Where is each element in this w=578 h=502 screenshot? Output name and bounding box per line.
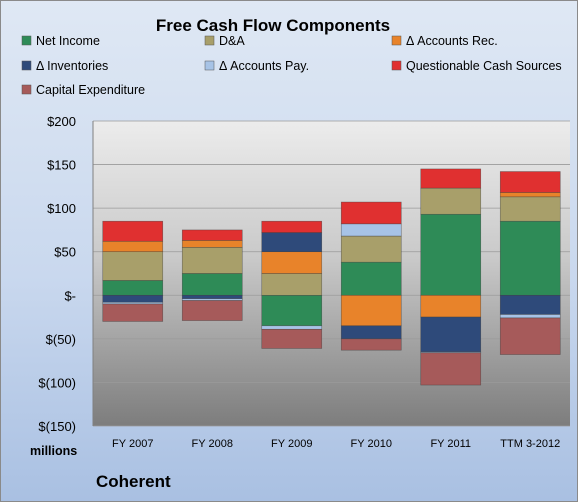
bar-inventories-fy-2007 [102,294,164,303]
bar-accounts-rec-fy-2011 [420,294,482,318]
legend-item-accounts-pay: Δ Accounts Pay. [204,59,309,73]
x-axis-labels: FY 2007 FY 2008 FY 2009 FY 2010 FY 2011 TTM 3… [112,438,560,450]
legend-item-d-a: D&A [204,34,245,48]
bar-accounts-rec-fy-2007 [102,240,164,253]
legend-item-questionable-cash-sources: Questionable Cash Sources [391,59,562,73]
y-tick-label: $- [64,288,76,303]
bar-accounts-pay-fy-2009 [261,325,323,330]
bar-net-income-fy-2007 [102,280,164,296]
bar-capital-expenditure-fy-2007 [102,303,164,322]
bar-questionable-cash-sources-fy-2011 [420,168,482,189]
legend-swatch [21,84,32,95]
company-name: Coherent [96,472,171,491]
legend-label: Capital Expenditure [36,83,145,97]
y-tick-label: $(150) [38,419,76,434]
bar-net-income-fy-2008 [181,273,243,296]
legend-label: Δ Inventories [36,59,108,73]
y-tick-label: $200 [47,114,76,129]
x-tick-label: FY 2011 [430,438,471,450]
bar-d-a-fy-2010 [340,235,402,263]
bar-accounts-rec-fy-2009 [261,251,323,274]
y-tick-label: $150 [47,158,76,173]
y-tick-label: $(100) [38,375,76,390]
y-axis-ticks: $200 $150 $100 $50 $- $(50) $(100) $(150) [38,114,76,434]
legend-label: D&A [219,34,245,48]
legend-swatch [391,60,402,71]
bar-accounts-pay-ttm-3-2012 [499,314,561,319]
legend: Net Income D&A Δ Accounts Rec. Δ Inventorie… [21,34,562,97]
chart-title: Free Cash Flow Components [156,16,390,35]
bar-d-a-fy-2011 [420,187,482,215]
bar-questionable-cash-sources-ttm-3-2012 [499,171,561,193]
x-tick-label: FY 2009 [271,438,312,450]
bar-inventories-fy-2011 [420,316,482,353]
bar-d-a-fy-2009 [261,273,323,296]
bar-questionable-cash-sources-fy-2010 [340,201,402,225]
bar-d-a-fy-2007 [102,251,164,281]
bar-questionable-cash-sources-fy-2007 [102,220,164,242]
legend-item-inventories: Δ Inventories [21,59,108,73]
legend-label: Δ Accounts Pay. [219,59,309,73]
bar-capital-expenditure-ttm-3-2012 [499,317,561,355]
legend-label: Questionable Cash Sources [406,59,562,73]
bar-accounts-rec-ttm-3-2012 [499,192,561,198]
bars [102,168,561,386]
bar-capital-expenditure-fy-2009 [261,328,323,349]
bar-capital-expenditure-fy-2011 [420,352,482,386]
legend-swatch [21,60,32,71]
legend-swatch [391,35,402,46]
bar-capital-expenditure-fy-2010 [340,338,402,351]
bar-accounts-pay-fy-2010 [340,223,402,237]
bar-d-a-ttm-3-2012 [499,196,561,222]
y-tick-label: $100 [47,201,76,216]
bar-inventories-fy-2010 [340,325,402,340]
legend-item-accounts-rec: Δ Accounts Rec. [391,34,498,48]
y-tick-label: $50 [54,245,76,260]
legend-item-net-income: Net Income [21,34,100,48]
legend-item-capital-expenditure: Capital Expenditure [21,83,145,97]
gridlines [92,120,570,427]
bar-capital-expenditure-fy-2008 [181,300,243,321]
legend-label: Net Income [36,34,100,48]
bar-inventories-fy-2009 [261,232,323,253]
bar-inventories-ttm-3-2012 [499,294,561,315]
bar-inventories-fy-2008 [181,294,243,300]
x-tick-label: FY 2010 [351,438,392,450]
x-tick-label: TTM 3-2012 [500,438,560,450]
legend-swatch [21,35,32,46]
plot-area [93,121,570,426]
bar-questionable-cash-sources-fy-2009 [261,220,323,233]
bar-net-income-fy-2009 [261,294,323,327]
bar-net-income-fy-2011 [420,213,482,296]
bar-questionable-cash-sources-fy-2008 [181,229,243,241]
bar-d-a-fy-2008 [181,247,243,274]
bar-net-income-fy-2010 [340,261,402,296]
units-label: millions [30,444,77,458]
legend-swatch [204,60,215,71]
x-tick-label: FY 2007 [112,438,153,450]
bar-accounts-rec-fy-2008 [181,240,243,248]
x-tick-label: FY 2008 [192,438,233,450]
legend-label: Δ Accounts Rec. [406,34,498,48]
legend-swatch [204,35,215,46]
bar-net-income-ttm-3-2012 [499,220,561,296]
y-tick-label: $(50) [46,332,76,347]
bar-accounts-rec-fy-2010 [340,294,402,327]
